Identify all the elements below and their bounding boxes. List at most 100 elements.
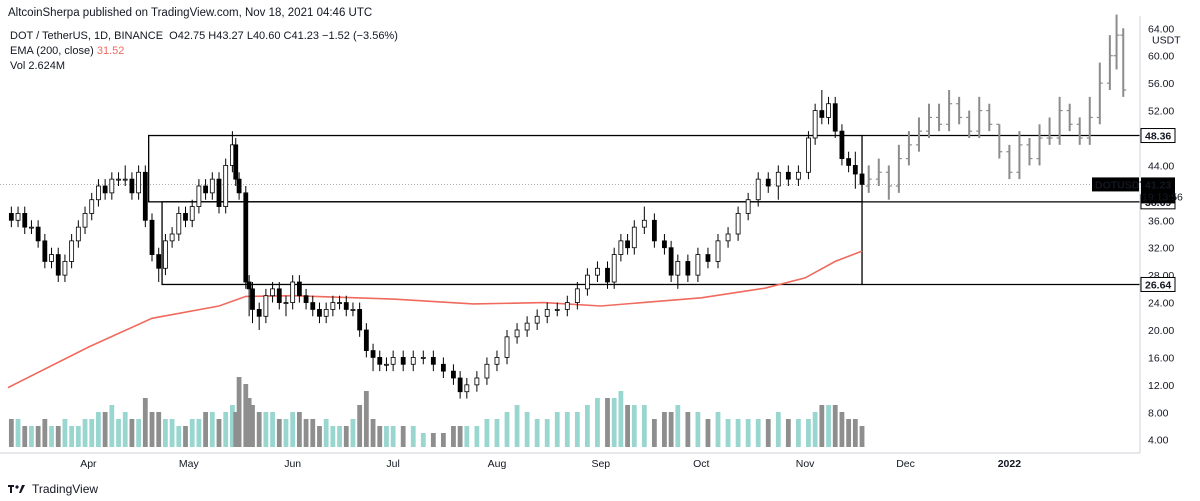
candle-body <box>826 103 831 118</box>
volume-bar <box>75 426 81 447</box>
candle-body <box>310 302 316 310</box>
volume-bar <box>317 426 322 447</box>
candle-body <box>451 370 456 379</box>
candle-body <box>256 309 262 317</box>
candle-body <box>69 240 75 262</box>
candle-body <box>183 213 188 221</box>
volume-bar <box>725 419 731 447</box>
volume-bar <box>440 433 446 447</box>
legend-ohlc: O42.75 H43.27 L40.60 C41.23 −1.52 (−3.56… <box>169 30 398 42</box>
candle-body <box>715 240 721 262</box>
legend-vol-label[interactable]: Vol <box>10 60 26 72</box>
volume-bar <box>631 405 637 447</box>
candle-body <box>595 267 600 276</box>
volume-bar <box>451 426 456 447</box>
candle-body <box>685 261 691 276</box>
volume-bar <box>839 412 845 447</box>
volume-bar <box>229 405 235 447</box>
volume-bar <box>243 384 249 447</box>
volume-bar <box>209 412 215 447</box>
x-tick-label: 2022 <box>998 458 1022 470</box>
price-tag-label: 26.64 <box>1145 279 1171 291</box>
volume-bar <box>474 426 480 447</box>
candle-body <box>62 261 68 276</box>
candle-body <box>8 213 14 221</box>
y-tick-label: 52.00 <box>1148 106 1174 118</box>
price-tag-box <box>1140 276 1176 292</box>
y-tick-label: 64.00 <box>1148 23 1174 35</box>
volume-bar <box>296 412 302 447</box>
volume-bar <box>350 419 356 447</box>
candle-body <box>440 363 446 372</box>
current-price-label: 41.23 <box>1145 179 1171 191</box>
volume-bar <box>270 412 275 447</box>
volume-bar <box>35 426 41 447</box>
tradingview-footer[interactable]: TradingView <box>8 482 98 496</box>
candle-body <box>236 178 242 194</box>
candle-body <box>42 240 48 262</box>
volume-bar <box>675 405 681 447</box>
candle-body <box>263 295 269 317</box>
candle-body <box>775 171 781 187</box>
legend-ema-label[interactable]: EMA (200, close) <box>10 45 94 57</box>
x-tick-label: Dec <box>896 458 915 470</box>
candle-body <box>35 226 41 242</box>
candle-body <box>196 185 202 207</box>
candle-body <box>283 302 289 304</box>
candle-body <box>564 302 570 310</box>
volume-bar <box>390 426 396 447</box>
candle-body <box>430 357 436 365</box>
zone-rectangle <box>148 134 863 203</box>
volume-bar <box>163 419 168 447</box>
volume-bar <box>595 398 600 447</box>
candle-body <box>390 357 396 365</box>
candle-body <box>494 357 500 365</box>
y-tick-label: 12.00 <box>1148 380 1174 392</box>
chart-legend: DOT / TetherUS, 1D, BINANCE O42.75 H43.2… <box>10 29 398 74</box>
volume-bar <box>846 419 852 447</box>
volume-bar <box>377 426 383 447</box>
candle-body <box>149 219 155 255</box>
x-tick-label: Sep <box>591 458 610 470</box>
y-tick-label: 24.00 <box>1148 298 1174 310</box>
volume-bar <box>236 377 242 447</box>
volume-bar <box>514 405 520 447</box>
candle-body <box>859 173 865 185</box>
x-tick-label: Aug <box>488 458 507 470</box>
y-tick-label: 36.00 <box>1148 215 1174 227</box>
zone-rectangle <box>161 201 863 286</box>
candle-body <box>795 171 801 180</box>
volume-bar <box>765 419 771 447</box>
candle-body <box>323 309 329 317</box>
candle-body <box>49 254 54 262</box>
volume-bar <box>812 412 818 447</box>
volume-bar <box>196 419 202 447</box>
volume-bar <box>641 405 647 447</box>
candle-body <box>464 384 470 393</box>
volume-bars <box>8 377 865 447</box>
volume-bar <box>457 426 463 447</box>
candle-body <box>705 254 711 262</box>
volume-bar <box>116 419 121 447</box>
candle-body <box>812 110 818 139</box>
y-tick-label: 20.00 <box>1148 325 1174 337</box>
candle-body <box>377 357 383 365</box>
volume-bar <box>122 412 128 447</box>
volume-bar <box>109 405 115 447</box>
volume-bar <box>183 426 188 447</box>
volume-bar <box>142 398 148 447</box>
volume-bar <box>136 419 142 447</box>
candle-body <box>651 219 657 242</box>
legend-ema-value: 31.52 <box>96 45 125 57</box>
candle-body <box>618 240 624 255</box>
volume-bar <box>89 419 95 447</box>
candle-body <box>203 185 208 194</box>
candle-body <box>641 219 647 228</box>
volume-bar <box>246 398 252 447</box>
legend-symbol[interactable]: DOT / TetherUS, 1D, BINANCE <box>10 30 164 42</box>
volume-bar <box>223 412 229 447</box>
volume-bar <box>625 405 630 447</box>
y-tick-label: 56.00 <box>1148 78 1174 90</box>
